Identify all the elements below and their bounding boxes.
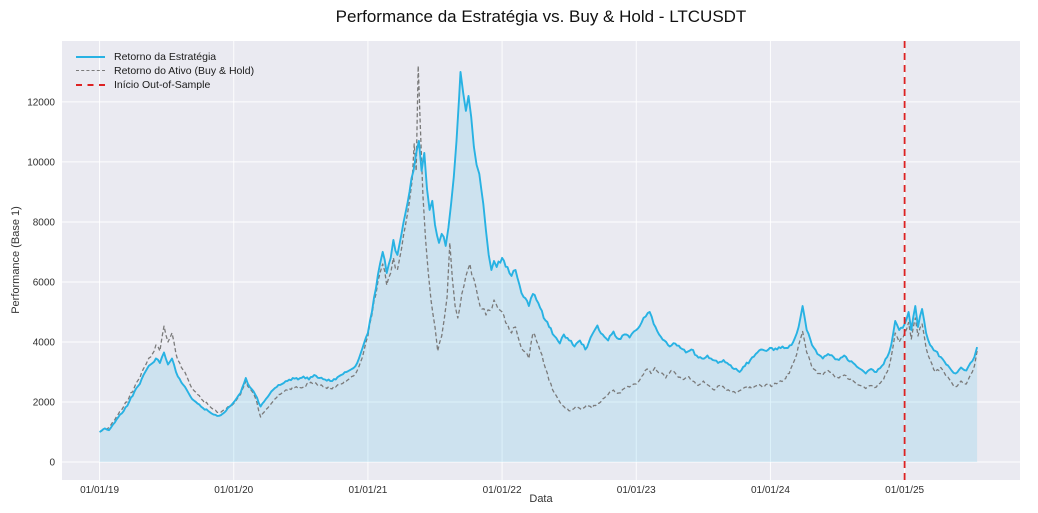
x-tick-label: 01/01/25 xyxy=(885,485,924,496)
legend-item-strategy: Retorno da Estratégia xyxy=(76,50,254,63)
x-tick-label: 01/01/23 xyxy=(617,485,656,496)
x-tick-label: 01/01/21 xyxy=(348,485,387,496)
strategy-line-swatch-icon xyxy=(76,55,105,58)
y-tick-label: 6000 xyxy=(33,277,56,288)
chart-title: Performance da Estratégia vs. Buy & Hold… xyxy=(335,7,747,26)
y-tick-label: 2000 xyxy=(33,397,56,408)
legend-item-buyhold: Retorno do Ativo (Buy & Hold) xyxy=(76,64,255,77)
strategy-line xyxy=(99,70,979,433)
legend-item-oos: Início Out-of-Sample xyxy=(76,78,254,91)
legend: Retorno da Estratégia Retorno do Ativo (… xyxy=(76,50,255,91)
x-tick-label: 01/01/20 xyxy=(214,485,253,496)
y-axis-label: Performance (Base 1) xyxy=(10,206,22,314)
y-tick-label: 12000 xyxy=(27,97,55,108)
y-tick-label: 8000 xyxy=(33,217,56,228)
x-axis-label: Data xyxy=(529,493,553,505)
oos-dashed-line-swatch-icon xyxy=(76,83,105,86)
legend-label-strategy: Retorno da Estratégia xyxy=(114,50,217,63)
y-tick-label: 10000 xyxy=(27,157,55,168)
y-tick-label: 0 xyxy=(49,457,55,468)
x-tick-label: 01/01/22 xyxy=(483,485,522,496)
x-tick-label: 01/01/19 xyxy=(80,485,119,496)
legend-label-buyhold: Retorno do Ativo (Buy & Hold) xyxy=(114,64,255,77)
plot-area xyxy=(62,41,1020,480)
buyhold-dashed-line-swatch-icon xyxy=(76,70,105,71)
y-tick-label: 4000 xyxy=(33,337,56,348)
legend-label-oos: Início Out-of-Sample xyxy=(114,78,211,91)
x-tick-label: 01/01/24 xyxy=(751,485,790,496)
strategy-area-fill xyxy=(99,71,978,463)
